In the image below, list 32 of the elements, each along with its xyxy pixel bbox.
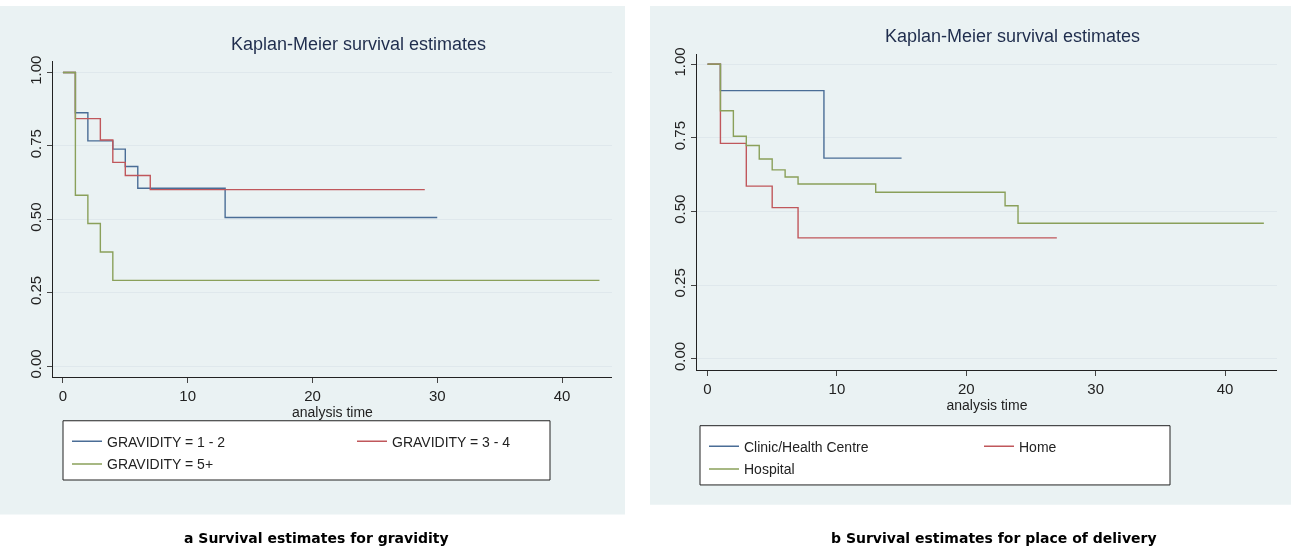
- x-tick-label: 0: [58, 387, 68, 405]
- y-tick-label: 0.25: [671, 268, 689, 298]
- y-tick-label: 0.00: [671, 341, 689, 371]
- x-tick-label: 30: [428, 387, 446, 405]
- y-tick-label: 0.75: [26, 129, 44, 159]
- y-tick-label: 0.00: [26, 349, 44, 379]
- legend-label: Hospital: [744, 461, 795, 478]
- chart-title: Kaplan-Meier survival estimates: [231, 34, 487, 54]
- legend-label: Clinic/Health Centre: [744, 438, 869, 455]
- x-tick-label: 30: [1087, 380, 1104, 398]
- y-tick-label: 0.50: [26, 202, 44, 232]
- legend-label: GRAVIDITY = 3 - 4: [392, 433, 511, 450]
- legend-label: GRAVIDITY = 1 - 2: [107, 433, 226, 450]
- y-tick-label: 1.00: [26, 55, 44, 85]
- x-axis-title: analysis time: [291, 404, 374, 421]
- y-tick-label: 0.25: [26, 275, 44, 306]
- text: a Survival estimates for gravidity: [184, 530, 449, 546]
- x-tick-label: 10: [828, 380, 846, 398]
- legend-label: Home: [1019, 438, 1057, 455]
- y-tick-label: 0.75: [671, 120, 689, 151]
- x-tick-label: 40: [553, 387, 571, 405]
- x-tick-label: 20: [957, 380, 975, 398]
- text: b Survival estimates for place of delivery: [831, 530, 1157, 546]
- x-tick-label: 20: [304, 387, 321, 405]
- legend-label: GRAVIDITY = 5+: [107, 456, 214, 473]
- x-tick-label: 40: [1216, 380, 1234, 398]
- chart-title: Kaplan-Meier survival estimates: [885, 26, 1141, 46]
- x-tick-label: 10: [179, 387, 197, 405]
- x-tick-label: 0: [703, 380, 712, 398]
- y-tick-label: 1.00: [671, 47, 689, 77]
- x-axis-title: analysis time: [946, 397, 1028, 414]
- y-tick-label: 0.50: [671, 194, 689, 224]
